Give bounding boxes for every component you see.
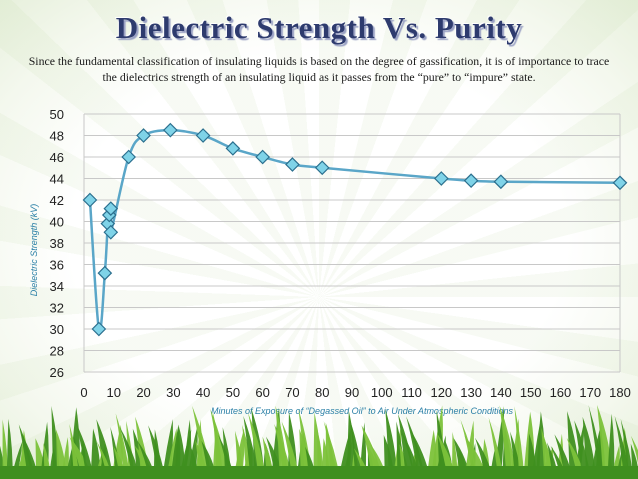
data-point-marker (91, 321, 107, 337)
y-tick-label: 36 (50, 258, 64, 273)
y-tick-label: 34 (50, 279, 64, 294)
data-point-marker (121, 149, 137, 165)
x-tick-label: 20 (136, 385, 150, 400)
x-tick-label: 170 (579, 385, 601, 400)
x-tick-label: 130 (460, 385, 482, 400)
chart-grid (83, 113, 621, 373)
y-tick-label: 46 (50, 150, 64, 165)
x-axis-ticks: 0 10 20 30 40 50 60 70 80 90 100 110 120 130 140 150 160… (80, 385, 630, 400)
data-point-marker (463, 173, 479, 188)
x-tick-label: 90 (345, 385, 359, 400)
data-point-marker (97, 265, 113, 281)
y-tick-label: 26 (50, 365, 64, 380)
y-tick-label: 38 (50, 236, 64, 251)
y-tick-label: 40 (50, 215, 64, 230)
y-tick-label: 44 (50, 172, 64, 187)
data-point-marker (612, 175, 628, 191)
data-point-marker (255, 149, 271, 165)
x-tick-label: 30 (166, 385, 180, 400)
y-tick-label: 50 (50, 107, 64, 122)
data-point-marker (314, 160, 330, 176)
y-axis-ticks: 26 28 30 32 34 36 38 40 42 44 46 48 50 (50, 107, 64, 380)
y-tick-label: 28 (50, 344, 64, 359)
x-tick-label: 180 (609, 385, 631, 400)
y-tick-label: 48 (50, 129, 64, 144)
x-axis-title: Minutes of Exposure of “Degassed Oil” to… (211, 406, 513, 416)
series-line (88, 128, 621, 333)
slide-title: Dielectric Strength Vs. Purity (115, 10, 523, 45)
data-point-marker (433, 171, 449, 186)
y-tick-label: 30 (50, 322, 64, 337)
x-tick-label: 120 (430, 385, 452, 400)
data-point-marker (195, 128, 211, 143)
x-tick-label: 140 (490, 385, 512, 400)
x-tick-label: 0 (80, 385, 87, 400)
x-tick-label: 150 (520, 385, 542, 400)
x-tick-label: 160 (550, 385, 572, 400)
slide-description: Since the fundamental classification of … (28, 54, 610, 84)
x-tick-label: 80 (315, 385, 329, 400)
data-point-marker (163, 122, 178, 138)
x-tick-label: 110 (401, 385, 422, 400)
data-point-marker (103, 224, 119, 240)
y-tick-label: 32 (50, 301, 64, 316)
data-point-marker (82, 192, 98, 208)
x-tick-label: 100 (371, 385, 393, 400)
y-axis-title: Dielectric Strength (kV) (29, 204, 39, 297)
data-point-marker (493, 174, 509, 190)
data-point-marker (136, 128, 151, 143)
x-tick-label: 70 (285, 385, 299, 400)
x-tick-label: 50 (226, 385, 240, 400)
y-tick-label: 42 (50, 193, 64, 208)
x-tick-label: 10 (107, 385, 121, 400)
data-point-marker (285, 157, 300, 172)
x-tick-label: 60 (255, 385, 269, 400)
chart-series (82, 122, 628, 337)
x-tick-label: 40 (196, 385, 210, 400)
data-point-marker (103, 201, 119, 216)
data-point-marker (225, 141, 241, 156)
